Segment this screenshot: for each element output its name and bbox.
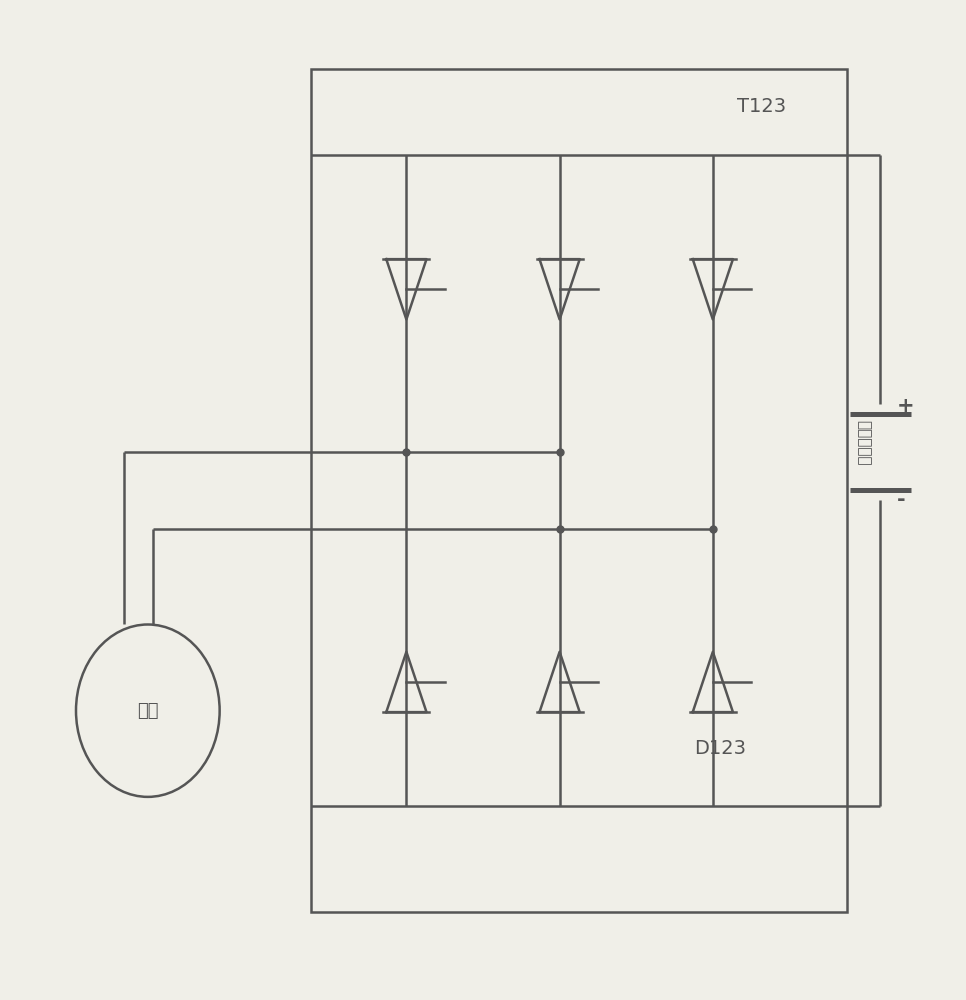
Text: T123: T123 xyxy=(737,97,786,116)
Text: 超级电容器: 超级电容器 xyxy=(856,420,870,465)
Text: D123: D123 xyxy=(694,739,746,758)
Text: +: + xyxy=(896,396,915,416)
Text: -: - xyxy=(896,490,905,510)
Ellipse shape xyxy=(76,624,219,797)
Text: 电机: 电机 xyxy=(137,702,158,720)
